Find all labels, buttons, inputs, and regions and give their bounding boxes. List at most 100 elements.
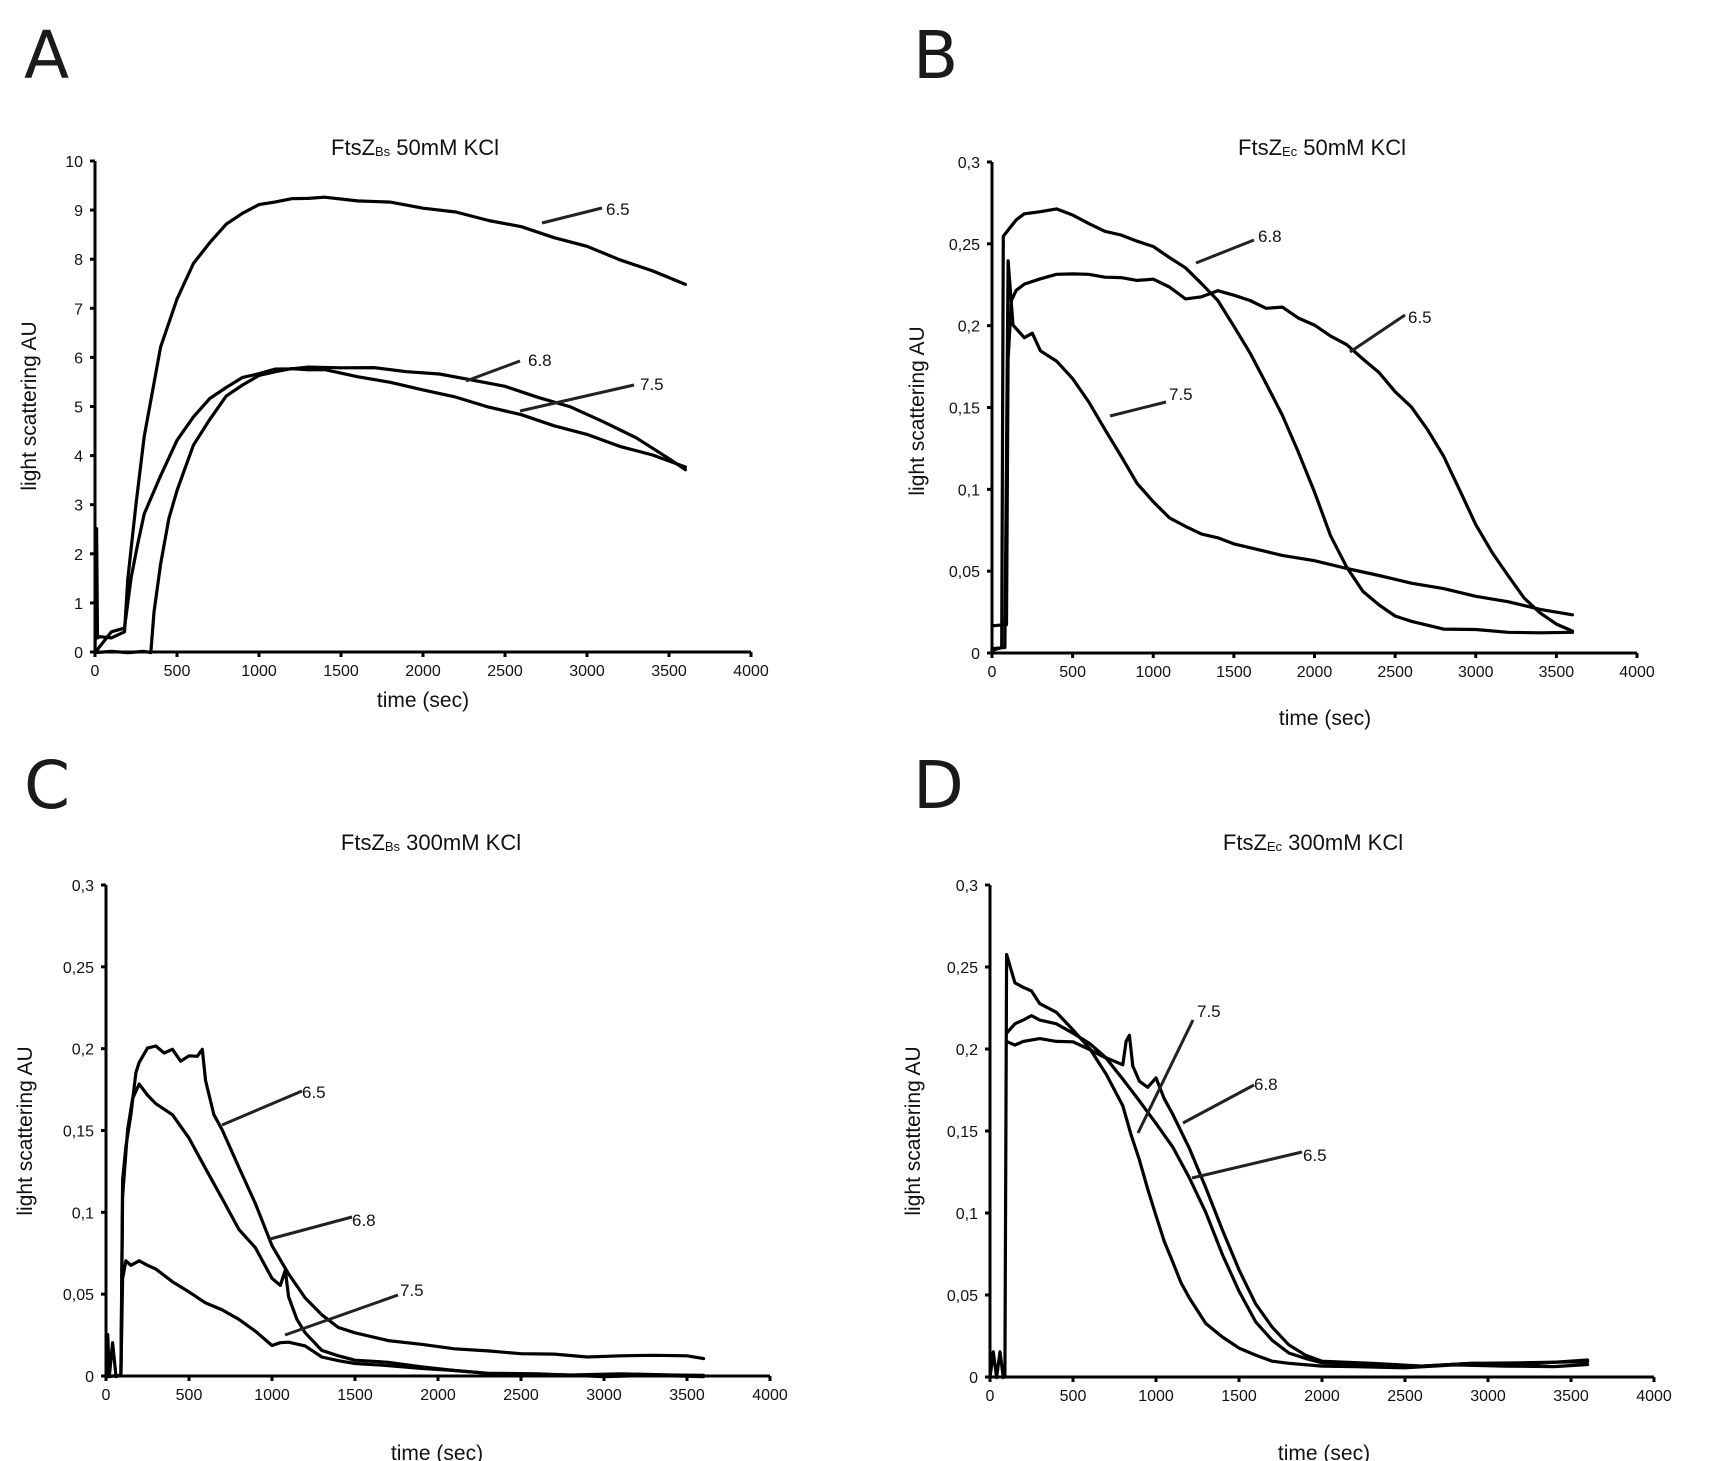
- panel-letter: D: [913, 747, 964, 824]
- x-axis-label: time (sec): [1278, 1442, 1370, 1461]
- y-tick-label: 0,05: [63, 1287, 94, 1304]
- x-tick-label: 3500: [669, 1387, 705, 1404]
- x-tick-label: 1500: [1216, 664, 1252, 681]
- annotation-leader: [519, 383, 635, 413]
- x-tick-label: 3000: [1458, 664, 1494, 681]
- x-tick-label: 4000: [1636, 1388, 1672, 1405]
- chart-title: FtsZEc 300mM KCl: [1223, 830, 1403, 855]
- x-tick-label: 2500: [1377, 664, 1413, 681]
- series-line-ph-7-5: [988, 952, 1590, 1380]
- x-tick-label: 2000: [405, 663, 441, 680]
- series-line-ph-6-5: [104, 1044, 706, 1379]
- title-main: FtsZ: [341, 830, 385, 855]
- series-line-ph-6-8: [93, 365, 687, 655]
- y-tick-label: 5: [74, 400, 83, 417]
- x-tick-label: 0: [988, 664, 997, 681]
- y-tick-label: 10: [65, 154, 83, 171]
- y-tick-label: 0: [971, 646, 980, 663]
- x-tick-label: 0: [102, 1387, 111, 1404]
- x-tick-label: 1000: [1138, 1388, 1174, 1405]
- x-tick-label: 2000: [1304, 1388, 1340, 1405]
- x-tick-label: 3500: [651, 663, 687, 680]
- y-tick-label: 0,1: [72, 1205, 94, 1222]
- x-axis-label: time (sec): [391, 1442, 483, 1461]
- panel-b: B FtsZEc 50mM KCl 0 500 1000 1500 2000 2500 3000…: [906, 17, 1655, 730]
- x-tick-label: 500: [1059, 664, 1086, 681]
- y-tick-label: 0,25: [63, 960, 94, 977]
- y-tick-label: 0: [85, 1369, 94, 1386]
- x-tick-label: 3000: [586, 1387, 622, 1404]
- title-main: FtsZ: [331, 135, 375, 160]
- annotation-label: 6.8: [352, 1211, 376, 1230]
- annotation-label: 6.8: [1258, 227, 1282, 246]
- x-tick-label: 1000: [241, 663, 277, 680]
- y-tick-label: 2: [74, 547, 83, 564]
- x-tick-label: 500: [176, 1387, 203, 1404]
- x-tick-label: 4000: [1619, 664, 1655, 681]
- x-tick-label: 1500: [1221, 1388, 1257, 1405]
- annotation-leader: [284, 1293, 399, 1337]
- title-main: FtsZ: [1238, 135, 1282, 160]
- y-axis-label: light scattering AU: [902, 1046, 925, 1215]
- x-tick-label: 3000: [1470, 1388, 1506, 1405]
- series-line-ph-6-5: [93, 195, 687, 655]
- y-tick-label: 7: [74, 301, 83, 318]
- series-line-ph-7-5: [93, 367, 687, 655]
- panel-d: D FtsZEc 300mM KCl 0 500 1000 1500 2000 2500 300…: [902, 747, 1672, 1461]
- title-suffix: 300mM KCl: [400, 830, 521, 855]
- x-tick-label: 0: [986, 1388, 995, 1405]
- annotation-label: 6.5: [1408, 308, 1432, 327]
- chart-title: FtsZBs 300mM KCl: [341, 830, 521, 855]
- y-tick-label: 0,25: [947, 960, 978, 977]
- title-suffix: 300mM KCl: [1282, 830, 1403, 855]
- y-tick-label: 0,2: [72, 1042, 94, 1059]
- y-tick-label: 0,15: [947, 1124, 978, 1141]
- y-axis-label: light scattering AU: [18, 321, 41, 490]
- annotation-label: 6.8: [1254, 1075, 1278, 1094]
- x-tick-label: 2500: [503, 1387, 539, 1404]
- title-subscript: Ec: [1267, 839, 1283, 854]
- x-tick-label: 2000: [1297, 664, 1333, 681]
- x-tick-label: 3000: [569, 663, 605, 680]
- x-tick-label: 4000: [733, 663, 769, 680]
- annotation-label: 6.5: [302, 1083, 326, 1102]
- title-suffix: 50mM KCl: [390, 135, 499, 160]
- y-tick-label: 6: [74, 350, 83, 367]
- y-tick-label: 0,15: [63, 1124, 94, 1141]
- series-line-ph-7-5: [990, 259, 1575, 651]
- panel-letter: C: [24, 747, 70, 824]
- title-subscript: Bs: [385, 839, 401, 854]
- annotation-leader: [465, 359, 521, 383]
- annotation-leader: [1349, 313, 1406, 354]
- y-tick-label: 0,1: [958, 482, 980, 499]
- annotation-leader: [541, 206, 603, 225]
- y-tick-label: 1: [74, 596, 83, 613]
- y-tick-label: 0,3: [956, 878, 978, 895]
- annotation-label: 7.5: [400, 1281, 424, 1300]
- annotation-label: 7.5: [1169, 385, 1193, 404]
- x-tick-label: 3500: [1539, 664, 1575, 681]
- annotation-leader: [269, 1215, 353, 1241]
- title-subscript: Bs: [375, 144, 391, 159]
- y-tick-label: 4: [74, 449, 83, 466]
- title-suffix: 50mM KCl: [1297, 135, 1406, 160]
- x-axis-label: time (sec): [377, 689, 469, 712]
- series-line-ph-6-5: [1005, 1037, 1590, 1368]
- annotation-leader: [221, 1089, 303, 1127]
- x-tick-label: 0: [91, 663, 100, 680]
- series-line-ph-7-5: [104, 1259, 706, 1379]
- x-tick-label: 2500: [487, 663, 523, 680]
- panel-letter: A: [24, 17, 69, 94]
- x-tick-label: 3500: [1553, 1388, 1589, 1405]
- y-tick-label: 0,2: [956, 1042, 978, 1059]
- annotation-label: 6.5: [1303, 1146, 1327, 1165]
- x-tick-label: 1000: [254, 1387, 290, 1404]
- annotation-leader: [1109, 400, 1167, 418]
- x-tick-label: 2000: [420, 1387, 456, 1404]
- y-tick-label: 9: [74, 203, 83, 220]
- series-line-ph-6-8: [104, 1082, 706, 1379]
- x-axis-label: time (sec): [1279, 707, 1371, 730]
- panel-a: A FtsZBs 50mM KCl 0 500 1000 1500 2000 2500 3000…: [18, 17, 769, 712]
- x-tick-label: 1000: [1135, 664, 1171, 681]
